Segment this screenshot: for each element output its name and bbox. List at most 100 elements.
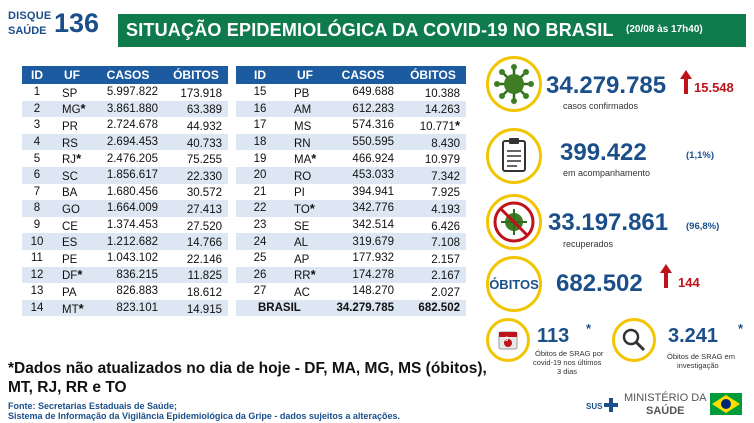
cell-casos: 174.278	[326, 266, 400, 284]
table-header-row: ID UF CASOS ÓBITOS	[22, 66, 228, 84]
cell-uf: ES	[52, 233, 92, 250]
cell-obitos: 7.342	[400, 166, 466, 184]
cell-obitos: 11.825	[164, 266, 228, 284]
cell-id: 10	[22, 233, 52, 250]
cell-id: 20	[236, 166, 284, 184]
brazil-flag-icon	[710, 393, 742, 415]
cell-casos-text: 2.476.205	[106, 152, 158, 165]
asterisk: *	[310, 267, 316, 283]
srag-recent-star: *	[586, 321, 592, 336]
ministry-name-1: MINISTÉRIO DA	[624, 392, 707, 404]
cell-obitos-text: 30.572	[186, 187, 222, 200]
cell-obitos-text: 44.932	[186, 120, 222, 133]
cell-casos-text: 342.514	[352, 219, 394, 232]
cell-obitos-text: 7.108	[431, 237, 460, 250]
clipboard-icon	[486, 128, 542, 184]
table-row: 1 SP 5.997.822 173.918	[22, 84, 228, 101]
cell-id-text: 2	[33, 102, 41, 115]
cell-obitos: 10.979	[400, 150, 466, 167]
confirmed-value: 34.279.785	[546, 72, 667, 99]
cell-uf-text: SE	[294, 220, 310, 233]
table-row: 27 AC 148.270 2.027	[236, 283, 466, 300]
cell-casos-text: 612.283	[352, 102, 394, 115]
cell-uf-text: PE	[62, 253, 78, 266]
table-row: 25 AP 177.932 2.157	[236, 250, 466, 267]
srag-investigation-star: *	[738, 321, 744, 336]
table-row: 10 ES 1.212.682 14.766	[22, 233, 228, 250]
cell-obitos-text: 14.263	[424, 104, 460, 117]
cell-casos: 3.861.880	[92, 100, 164, 118]
cell-id: 15	[236, 84, 284, 101]
cell-casos: 5.997.822	[92, 84, 164, 101]
cell-obitos: 4.193	[400, 200, 466, 217]
cell-id: 1	[22, 84, 52, 101]
cell-obitos: 14.263	[400, 100, 466, 118]
cell-id-text: 25	[253, 252, 267, 265]
cell-id-text: 15	[253, 86, 267, 99]
table-row: 23 SE 342.514 6.426	[236, 217, 466, 234]
cell-casos: 574.316	[326, 117, 400, 134]
cell-uf-text: SC	[62, 170, 78, 183]
cell-casos: 1.680.456	[92, 184, 164, 201]
footnote-line-1: *Dados não atualizados no dia de hoje - …	[8, 360, 487, 377]
table-header-row: ID UF CASOS ÓBITOS	[236, 66, 466, 84]
srag-recent-label-2: covid-19 nos últimos	[533, 358, 602, 367]
cell-casos-text: 826.883	[116, 285, 158, 298]
cell-casos: 2.476.205	[92, 150, 164, 167]
cell-id-text: 9	[33, 219, 41, 232]
deaths-value: 682.502	[556, 270, 643, 297]
recovered-value: 33.197.861	[548, 209, 669, 236]
total-casos: 34.279.785	[326, 299, 400, 317]
asterisk: *	[309, 200, 315, 216]
table-row: 26 RR* 174.278 2.167	[236, 266, 466, 284]
table-row: 20 RO 453.033 7.342	[236, 166, 466, 184]
cell-obitos-text: 11.825	[187, 270, 222, 283]
srag-investigation-label-2: investigação	[677, 361, 719, 370]
cell-id: 22	[236, 200, 284, 217]
cell-id-text: 19	[253, 152, 267, 165]
table-row: 21 PI 394.941 7.925	[236, 184, 466, 201]
cell-id: 18	[236, 133, 284, 151]
cell-uf: SC	[52, 166, 92, 184]
magnifier-icon	[612, 318, 656, 362]
cell-id-text: 23	[253, 219, 267, 232]
asterisk: *	[311, 151, 317, 167]
col-obitos: ÓBITOS	[164, 66, 228, 84]
col-id: ID	[22, 66, 52, 84]
arrow-up-icon	[660, 264, 672, 288]
deaths-badge: ÓBITOS	[486, 256, 542, 312]
col-casos: CASOS	[326, 66, 400, 84]
cell-uf: PA	[52, 283, 92, 300]
cell-casos: 612.283	[326, 100, 400, 118]
cell-uf: PR	[52, 117, 92, 134]
cell-uf-text: MG	[62, 104, 81, 117]
cell-obitos: 30.572	[164, 184, 228, 201]
sus-cross-icon	[604, 398, 618, 412]
virus-icon	[486, 56, 542, 112]
states-table-right: ID UF CASOS ÓBITOS 15 PB 649.688 10.388 16 AM…	[236, 66, 466, 317]
cell-casos: 1.856.617	[92, 166, 164, 184]
cell-id-text: 13	[30, 285, 44, 298]
cell-id-text: 27	[253, 285, 267, 298]
cell-uf-text: BA	[62, 187, 78, 200]
table-row: 12 DF* 836.215 11.825	[22, 266, 228, 284]
cell-uf-text: PI	[294, 187, 305, 200]
update-date: (20/08 às 17h40)	[626, 24, 703, 35]
footnote: *Dados não atualizados no dia de hoje - …	[8, 359, 487, 397]
table-row: 7 BA 1.680.456 30.572	[22, 184, 228, 201]
cell-obitos-text: 10.771	[419, 120, 455, 133]
cell-obitos-text: 22.146	[186, 253, 222, 266]
cell-obitos: 10.388	[400, 84, 466, 101]
cell-casos: 823.101	[92, 299, 164, 317]
cell-id-text: 11	[31, 252, 43, 265]
table-row: 11 PE 1.043.102 22.146	[22, 250, 228, 267]
cell-obitos-text: 7.925	[431, 187, 460, 200]
cell-uf: MT*	[52, 299, 92, 317]
cell-id-text: 4	[33, 136, 41, 149]
source-note: Fonte: Secretarias Estaduais de Saúde; S…	[8, 401, 400, 421]
cell-obitos: 44.932	[164, 117, 228, 134]
cell-obitos-text: 40.733	[186, 137, 222, 150]
cell-uf-text: PR	[62, 120, 78, 133]
cell-casos-text: 148.270	[352, 285, 394, 298]
col-uf: UF	[52, 66, 92, 84]
